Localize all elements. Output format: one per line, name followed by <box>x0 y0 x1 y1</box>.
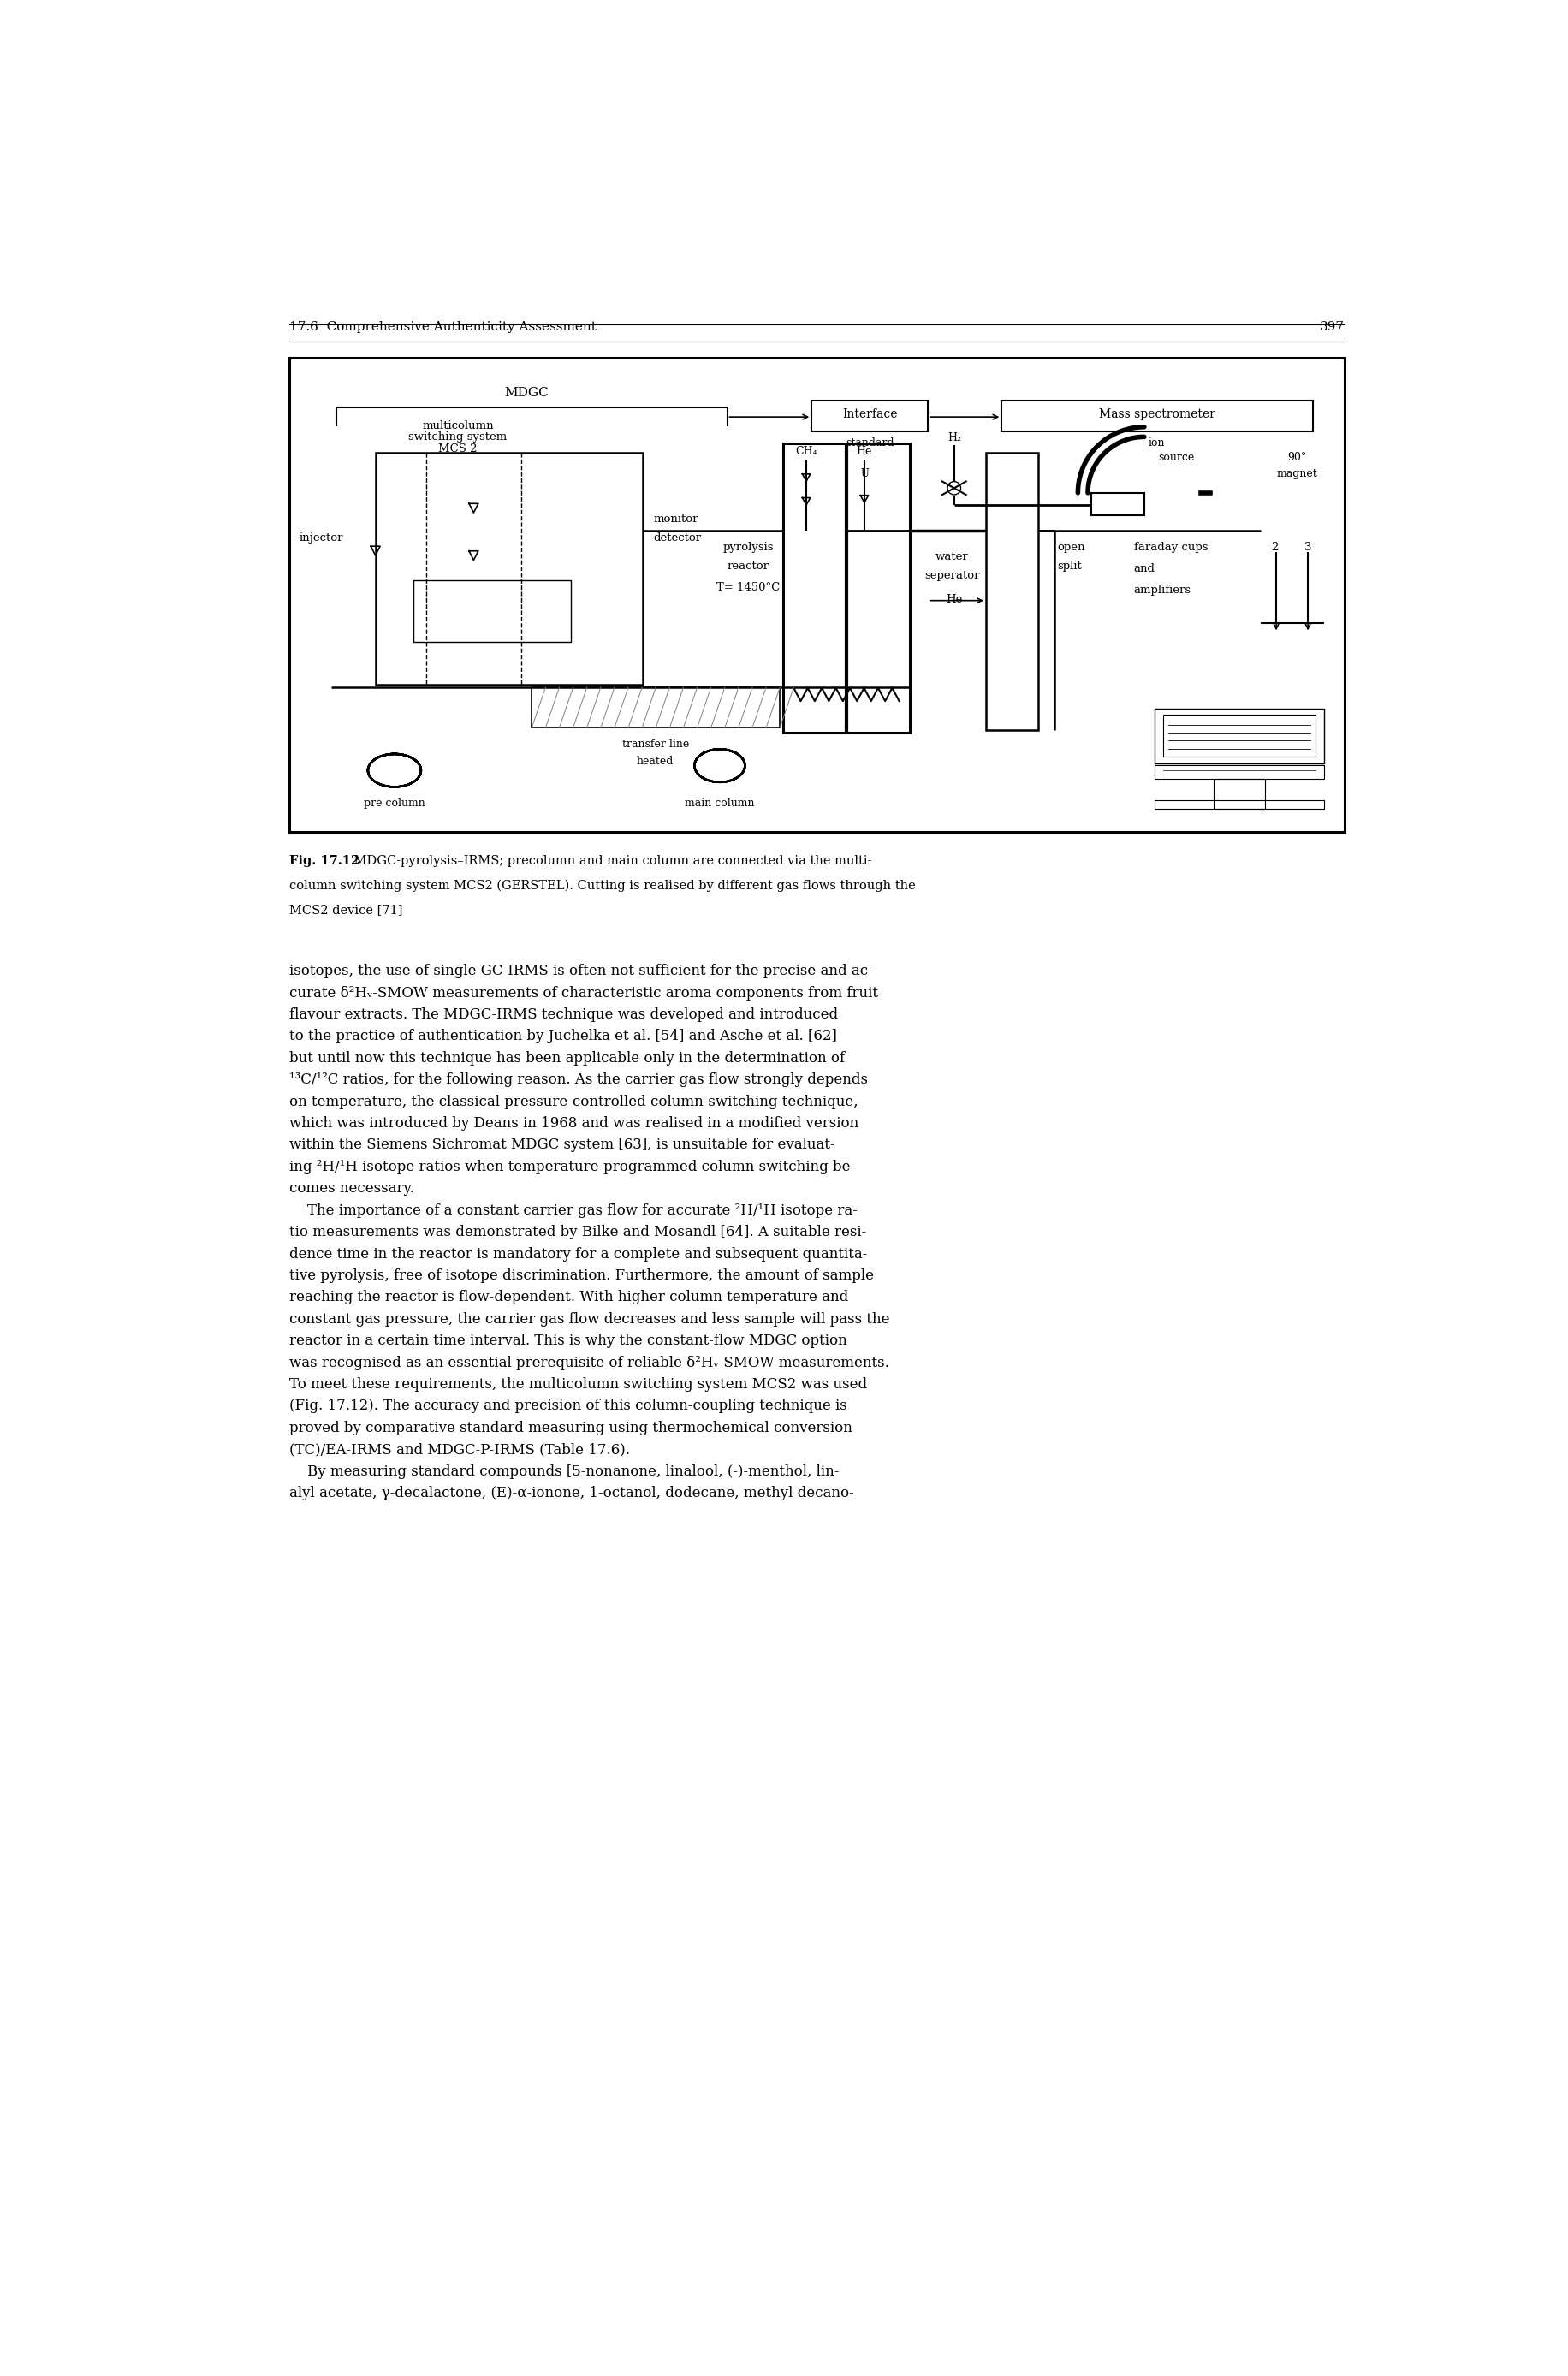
Text: pyrolysis: pyrolysis <box>723 542 773 554</box>
Text: and: and <box>1134 563 1156 575</box>
Bar <box>532 687 779 727</box>
Bar <box>1154 801 1323 808</box>
Text: flavour extracts. The MDGC-IRMS technique was developed and introduced: flavour extracts. The MDGC-IRMS techniqu… <box>289 1007 837 1022</box>
Text: water: water <box>936 551 969 563</box>
Text: CH₄: CH₄ <box>795 447 817 456</box>
Bar <box>1091 492 1145 516</box>
Text: 90°: 90° <box>1287 451 1306 463</box>
Bar <box>1163 715 1316 756</box>
Text: injector: injector <box>299 532 343 544</box>
Text: tio measurements was demonstrated by Bilke and Mosandl [64]. A suitable resi-: tio measurements was demonstrated by Bil… <box>289 1226 866 1240</box>
Text: heated: heated <box>637 756 674 767</box>
Text: MCS2 device [71]: MCS2 device [71] <box>289 903 403 917</box>
Text: By measuring standard compounds [5-nonanone, linalool, (-)-menthol, lin-: By measuring standard compounds [5-nonan… <box>289 1464 839 1478</box>
Text: within the Siemens Sichromat MDGC system [63], is unsuitable for evaluat-: within the Siemens Sichromat MDGC system… <box>289 1138 834 1152</box>
Text: amplifiers: amplifiers <box>1134 584 1192 596</box>
Bar <box>1002 399 1312 430</box>
Bar <box>986 451 1038 729</box>
Text: 2: 2 <box>1272 542 1278 554</box>
Text: pre column: pre column <box>364 798 425 810</box>
Text: Interface: Interface <box>842 409 897 421</box>
Text: He: He <box>946 594 963 606</box>
Text: which was introduced by Deans in 1968 and was realised in a modified version: which was introduced by Deans in 1968 an… <box>289 1117 858 1131</box>
Text: split: split <box>1058 561 1082 573</box>
Text: To meet these requirements, the multicolumn switching system MCS2 was used: To meet these requirements, the multicol… <box>289 1378 867 1392</box>
Text: He: He <box>856 447 872 456</box>
Text: ¹³C/¹²C ratios, for the following reason. As the carrier gas flow strongly depen: ¹³C/¹²C ratios, for the following reason… <box>289 1072 867 1088</box>
Text: curate δ²Hᵥ-SMOW measurements of characteristic aroma components from fruit: curate δ²Hᵥ-SMOW measurements of charact… <box>289 986 878 1000</box>
Text: MCS 2: MCS 2 <box>439 444 477 454</box>
Bar <box>782 442 909 732</box>
Bar <box>1214 779 1265 808</box>
Text: source: source <box>1157 451 1193 463</box>
Bar <box>375 451 643 684</box>
Text: The importance of a constant carrier gas flow for accurate ²H/¹H isotope ra-: The importance of a constant carrier gas… <box>289 1202 858 1219</box>
Text: (Fig. 17.12). The accuracy and precision of this column-coupling technique is: (Fig. 17.12). The accuracy and precision… <box>289 1399 847 1414</box>
Text: open: open <box>1058 542 1085 554</box>
Text: on temperature, the classical pressure-controlled column-switching technique,: on temperature, the classical pressure-c… <box>289 1095 858 1110</box>
Text: ing ²H/¹H isotope ratios when temperature-programmed column switching be-: ing ²H/¹H isotope ratios when temperatur… <box>289 1159 855 1174</box>
Text: dence time in the reactor is mandatory for a complete and subsequent quantita-: dence time in the reactor is mandatory f… <box>289 1247 867 1262</box>
Text: was recognised as an essential prerequisite of reliable δ²Hᵥ-SMOW measurements.: was recognised as an essential prerequis… <box>289 1354 889 1371</box>
Text: to the practice of authentication by Juchelka et al. [54] and Asche et al. [62]: to the practice of authentication by Juc… <box>289 1029 837 1043</box>
Text: multicolumn: multicolumn <box>422 421 494 432</box>
Text: reactor in a certain time interval. This is why the constant-flow MDGC option: reactor in a certain time interval. This… <box>289 1333 847 1347</box>
Text: 397: 397 <box>1320 321 1345 333</box>
Text: 3: 3 <box>1305 542 1312 554</box>
Text: switching system: switching system <box>409 432 506 442</box>
Text: seperator: seperator <box>925 570 980 582</box>
Bar <box>812 399 928 430</box>
Text: alyl acetate, γ-decalactone, (E)-α-ionone, 1-octanol, dodecane, methyl decano-: alyl acetate, γ-decalactone, (E)-α-ionon… <box>289 1485 853 1502</box>
Text: MDGC: MDGC <box>505 387 549 399</box>
Text: proved by comparative standard measuring using thermochemical conversion: proved by comparative standard measuring… <box>289 1421 851 1435</box>
Text: transfer line: transfer line <box>622 739 688 751</box>
Text: monitor: monitor <box>654 513 698 525</box>
Bar <box>414 580 571 642</box>
Text: column switching system MCS2 (GERSTEL). Cutting is realised by different gas flo: column switching system MCS2 (GERSTEL). … <box>289 879 916 891</box>
Text: isotopes, the use of single GC-IRMS is often not sufficient for the precise and : isotopes, the use of single GC-IRMS is o… <box>289 965 872 979</box>
Text: Fig. 17.12: Fig. 17.12 <box>289 855 359 867</box>
Text: detector: detector <box>654 532 701 544</box>
Text: H₂: H₂ <box>947 432 961 442</box>
Text: faraday cups: faraday cups <box>1134 542 1207 554</box>
Text: main column: main column <box>685 798 754 810</box>
Bar <box>1154 708 1323 763</box>
Text: Mass spectrometer: Mass spectrometer <box>1099 409 1215 421</box>
Text: MDGC-pyrolysis–IRMS; precolumn and main column are connected via the multi-: MDGC-pyrolysis–IRMS; precolumn and main … <box>350 855 872 867</box>
Text: ion: ion <box>1148 437 1165 449</box>
Text: U: U <box>861 468 869 480</box>
Text: reactor: reactor <box>728 561 770 573</box>
Bar <box>1154 765 1323 779</box>
Text: tive pyrolysis, free of isotope discrimination. Furthermore, the amount of sampl: tive pyrolysis, free of isotope discrimi… <box>289 1269 873 1283</box>
Text: but until now this technique has been applicable only in the determination of: but until now this technique has been ap… <box>289 1050 845 1064</box>
Bar <box>289 359 1345 832</box>
Text: constant gas pressure, the carrier gas flow decreases and less sample will pass : constant gas pressure, the carrier gas f… <box>289 1312 889 1326</box>
Text: comes necessary.: comes necessary. <box>289 1181 414 1195</box>
Text: standard: standard <box>845 437 894 449</box>
Text: reaching the reactor is flow-dependent. With higher column temperature and: reaching the reactor is flow-dependent. … <box>289 1290 848 1304</box>
Text: T= 1450°C: T= 1450°C <box>717 582 779 594</box>
Text: (TC)/EA-IRMS and MDGC-P-IRMS (Table 17.6).: (TC)/EA-IRMS and MDGC-P-IRMS (Table 17.6… <box>289 1442 629 1456</box>
Text: 17.6  Comprehensive Authenticity Assessment: 17.6 Comprehensive Authenticity Assessme… <box>289 321 596 333</box>
Text: magnet: magnet <box>1276 468 1317 480</box>
